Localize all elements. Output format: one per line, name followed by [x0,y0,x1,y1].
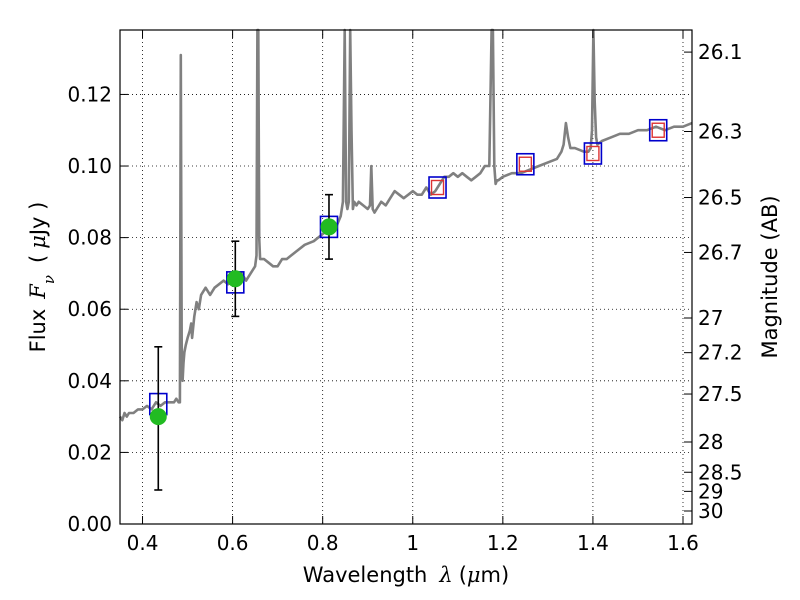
mag-tick-label: 26.5 [698,186,743,210]
points-layer [148,118,668,491]
x-tick-label: 1.2 [487,531,519,555]
y-axis-label-unit: Jy ) [26,202,50,238]
y-axis-label-mu: μ [26,235,50,249]
mag-tick-label: 27.5 [698,382,743,406]
x-axis-label-prefix: Wavelength [303,563,428,587]
y-axis-label-symbol: F [26,283,50,300]
model-point-blue [428,176,447,199]
y-tick-label: 0.06 [67,297,112,321]
y-tick-label: 0.08 [67,226,112,250]
observed-point [226,270,244,288]
observed-point [320,218,338,236]
x-tick-label: 0.8 [307,531,339,555]
model-point-blue [648,118,668,142]
right-axis-label: Magnitude (AB) [758,195,782,358]
model-spectrum-line [118,28,693,422]
model-spectrum-layer [118,28,693,422]
model-point-red [518,156,533,172]
x-tick-label: 1.4 [577,531,609,555]
x-axis-label: Wavelength λ (μm) [303,563,509,587]
model-point-red [430,179,445,196]
y-tick-label: 0.12 [67,82,112,106]
y-tick-label: 0.00 [67,512,112,536]
y-axis-label-prefix: Flux [26,309,50,353]
mag-tick-label: 27 [698,306,723,330]
model-point-red [651,122,665,138]
mag-tick-label: 27.2 [698,341,743,365]
y-axis-label: Flux Fν ( μJy ) [26,202,58,353]
model-point-blue [516,152,535,176]
x-tick-label: 1.6 [667,531,699,555]
x-axis-label-open: ( [459,563,467,587]
x-tick-label: 0.4 [127,531,159,555]
mag-tick-label: 28 [698,430,723,454]
observed-point [149,408,167,426]
y-axis-label-subscript: ν [40,275,58,284]
mag-tick-label: 30 [698,499,723,523]
mag-tick-label: 26.1 [698,40,743,64]
x-tick-label: 1 [406,531,419,555]
ticks: 0.4 0.6 0.8 1 1.2 1.4 1.6 0.00 0.02 0.04 0.06 0.08 0… [67,30,743,555]
mag-tick-label: 29 [698,479,723,503]
mag-tick-label: 28.5 [698,460,743,484]
mag-tick-label: 26.3 [698,119,743,143]
y-axis-label-open: ( [26,255,50,263]
plot-frame [119,29,693,525]
mag-tick-label: 26.7 [698,240,743,264]
y-tick-label: 0.02 [67,440,112,464]
model-point-blue [583,142,603,165]
y-tick-label: 0.10 [67,154,112,178]
x-axis-label-symbol: λ [438,563,452,587]
x-axis-label-mu: μ [467,563,481,587]
y-tick-label: 0.04 [67,369,112,393]
model-point-red [586,145,600,162]
x-axis-label-unit: m) [481,563,510,587]
x-tick-label: 0.6 [217,531,249,555]
